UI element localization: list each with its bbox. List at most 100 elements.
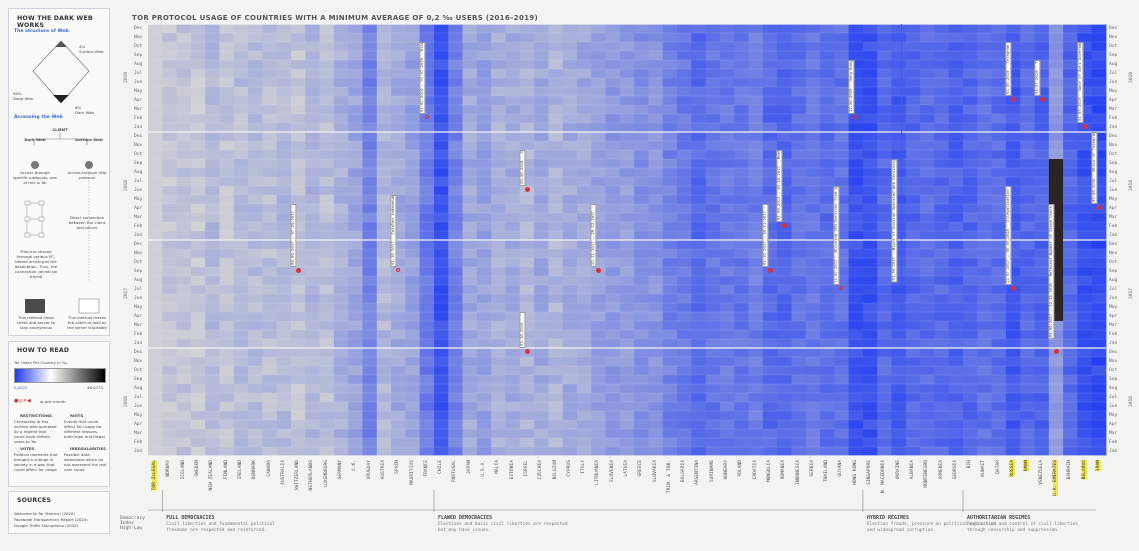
heatmap-cell <box>1077 204 1093 214</box>
heatmap-cell <box>305 339 320 349</box>
heatmap-cell <box>476 258 492 268</box>
heatmap-cell <box>462 141 478 151</box>
heatmap-cell <box>1034 267 1050 277</box>
heatmap-cell <box>391 168 406 178</box>
heatmap-cell <box>1077 285 1093 295</box>
heatmap-cell <box>862 393 878 403</box>
event-annotation[interactable]: 20.06.2018 · Growth Engine <box>518 150 526 186</box>
heatmap-cell <box>505 303 521 313</box>
heatmap-cell <box>605 294 621 304</box>
heatmap-cell <box>333 294 349 304</box>
heatmap-cell <box>562 195 578 205</box>
heatmap-cell <box>162 24 177 34</box>
heatmap-cell <box>148 384 163 394</box>
heatmap-cell <box>791 33 807 43</box>
heatmap-cell <box>262 24 278 34</box>
heatmap-cell <box>705 447 721 457</box>
heatmap-cell <box>333 411 349 421</box>
month-label: Dec <box>134 133 143 139</box>
heatmap-cell <box>777 240 792 250</box>
heatmap-cell <box>148 366 163 376</box>
heatmap-cell <box>963 60 978 70</box>
heatmap-cell <box>834 258 850 268</box>
event-annotation[interactable]: 03.08.2018 · Block of Telegram Messenger <box>1090 132 1098 204</box>
heatmap-cell <box>719 447 735 457</box>
heatmap-cell <box>148 186 163 196</box>
event-annotation[interactable]: 03.09.2017 – 07.09.2017 · Meeting Block <box>290 204 297 267</box>
heatmap-cell <box>791 276 807 286</box>
heatmap-cell <box>548 132 564 142</box>
heatmap-cell <box>548 177 564 187</box>
heatmap-cell <box>862 312 878 322</box>
heatmap-cell <box>848 222 864 232</box>
heatmap-cell <box>562 186 578 196</box>
heatmap-cell <box>677 69 692 79</box>
heatmap-cell <box>991 69 1007 79</box>
heatmap-cell <box>519 132 535 142</box>
heatmap-cell <box>977 402 993 412</box>
heatmap-cell <box>920 249 935 259</box>
heatmap-cell <box>677 24 692 34</box>
heatmap-cell <box>891 150 907 160</box>
heatmap-cell <box>305 312 320 322</box>
heatmap-cell <box>433 357 449 367</box>
event-annotation[interactable]: 01.05.2019 · Telegram Restrictions <box>1005 42 1012 96</box>
heatmap-cell <box>748 303 764 313</box>
month-label: Jan <box>134 340 143 346</box>
event-annotation[interactable]: 01.09.2017 – 03.10.2017 · Meeting Block <box>776 150 783 222</box>
source-item[interactable]: Google Traffic Disruptions (2020) <box>14 523 79 528</box>
heatmap-cell <box>576 105 592 115</box>
heatmap-cell <box>805 267 821 277</box>
heatmap-cell <box>405 51 421 61</box>
event-annotation[interactable]: 01.07.2019 · Telecom Sanctions <box>1033 60 1041 96</box>
heatmap-cell <box>419 312 435 322</box>
source-item[interactable]: Welcome to Tor Metrics! (2020) <box>14 511 75 516</box>
heatmap-cell <box>462 249 478 259</box>
heatmap-cell <box>534 159 549 169</box>
heatmap-cell <box>162 222 177 232</box>
heatmap-cell <box>891 438 907 448</box>
heatmap-cell <box>791 258 807 268</box>
heatmap-cell <box>848 294 864 304</box>
event-annotation[interactable]: 01.10.2017 – 05.11.2017 · Meeting Block <box>761 204 769 267</box>
heatmap-cell <box>162 60 177 70</box>
heatmap-cell <box>619 411 635 421</box>
event-annotation[interactable]: 01.09.2017 · Block of Russian Operated W… <box>890 159 898 283</box>
heatmap-cell <box>348 429 363 439</box>
event-annotation[interactable]: 12.06.2019 · Hong Kong Protests <box>847 60 855 114</box>
heatmap-cell <box>276 330 292 340</box>
heatmap-cell <box>505 321 521 331</box>
heatmap-column <box>891 24 907 457</box>
heatmap-cell <box>905 132 921 142</box>
heatmap-cell <box>605 150 621 160</box>
event-annotation[interactable]: 11.07.2017 · Blocking VPN Services from … <box>833 186 840 285</box>
heatmap-cell <box>576 348 592 358</box>
heatmap-cell <box>963 204 978 214</box>
event-annotation[interactable]: 03.09.2017 – 12.11.2018 · Relevant Numbe… <box>1047 204 1055 340</box>
heatmap-cell <box>1005 366 1021 376</box>
event-annotation[interactable]: 01.03.2019 · Wave of Anti-Government Pro… <box>1076 42 1083 123</box>
heatmap-cell <box>276 204 292 214</box>
heatmap-column <box>820 24 835 457</box>
heatmap-cell <box>1077 186 1093 196</box>
source-item[interactable]: Facebook Transparency Report (2020) <box>14 517 88 522</box>
heatmap-cell <box>662 330 678 340</box>
event-annotation[interactable]: 03.10.2016 · 'Operation Bill' <box>518 312 526 348</box>
heatmap-cell <box>190 141 206 151</box>
event-annotation[interactable]: 01.10.2017 · Catalan independence Refere… <box>390 195 397 267</box>
heatmap-cell <box>905 258 921 268</box>
heatmap-cell <box>662 78 678 88</box>
heatmap-cell <box>848 411 864 421</box>
event-annotation[interactable]: 22.07.2017 – 05.05.2018 · Illegalisation… <box>1005 186 1012 285</box>
heatmap-cell <box>834 150 850 160</box>
event-annotation[interactable]: 22.11.2017 – 28.12.2017 · Meeting Block <box>590 204 597 267</box>
relay-network <box>24 200 45 238</box>
heatmap-cell <box>190 429 206 439</box>
heatmap-cell <box>1034 321 1050 331</box>
heatmap-cell <box>963 402 978 412</box>
event-annotation[interactable]: 01.07.2019 – 31.07.2019 · Rise of 'Vilde… <box>418 42 426 114</box>
heatmap-cell <box>963 231 978 241</box>
heatmap-column <box>219 24 235 457</box>
heatmap-cell <box>705 87 721 97</box>
heatmap-cell <box>305 438 320 448</box>
